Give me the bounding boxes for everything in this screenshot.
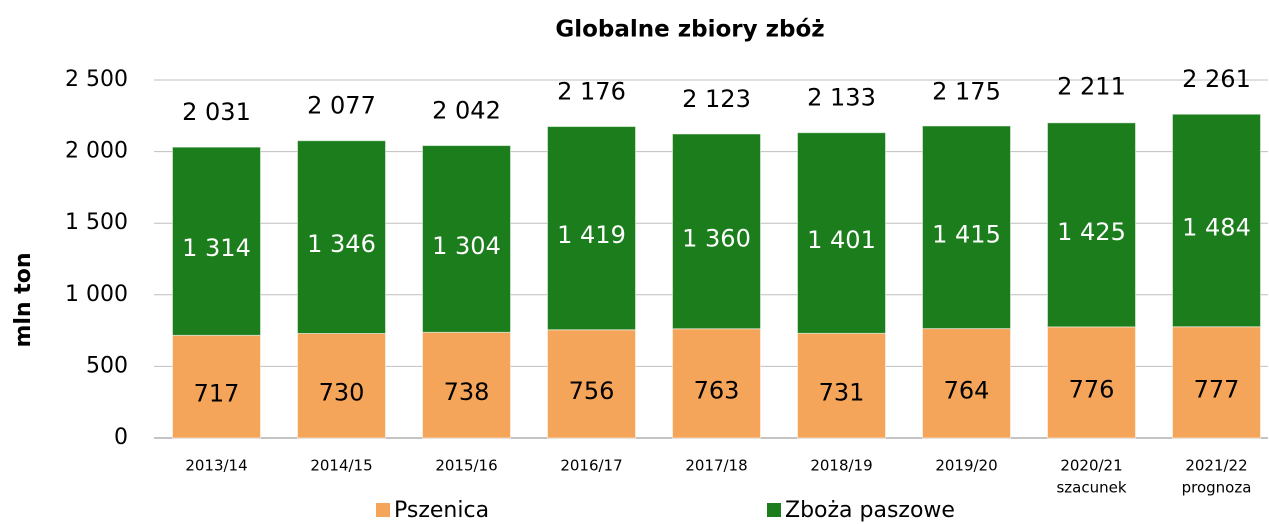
bar-segment [547, 329, 636, 439]
total-label: 2 211 [1057, 72, 1126, 100]
y-tick-label: 2 500 [65, 67, 128, 92]
bar-segment [1047, 122, 1136, 328]
x-tick-label: 2017/18 [685, 457, 747, 475]
data-label: 717 [194, 380, 240, 408]
data-label: 776 [1069, 375, 1115, 403]
bar-segment [797, 132, 886, 334]
data-label: 1 304 [432, 232, 501, 260]
data-label: 1 419 [557, 221, 626, 249]
data-label: 731 [819, 379, 865, 407]
data-label: 1 346 [307, 230, 376, 258]
x-tick-note: prognoza [1182, 479, 1252, 497]
data-label: 1 314 [182, 234, 251, 262]
bar-segment [297, 140, 386, 334]
x-tick-label: 2013/14 [185, 457, 247, 475]
bar-segment [422, 145, 511, 333]
bar-segment [172, 334, 261, 439]
bar-segment [672, 133, 761, 330]
y-axis-label: mln ton [11, 252, 36, 347]
x-tick-label: 2015/16 [435, 457, 497, 475]
bar-segment [172, 146, 261, 336]
total-label: 2 031 [182, 98, 251, 126]
bar-segment [1047, 326, 1136, 439]
legend-label: Zboża paszowe [785, 498, 955, 523]
total-label: 2 077 [307, 92, 376, 120]
data-label: 738 [444, 378, 490, 406]
data-label: 1 360 [682, 224, 751, 252]
bar-segment [672, 328, 761, 439]
bar-segment [1172, 113, 1261, 328]
x-tick-label: 2016/17 [560, 457, 622, 475]
bar-segment [547, 126, 636, 331]
total-label: 2 175 [932, 78, 1001, 106]
x-tick-label: 2018/19 [810, 457, 872, 475]
y-tick-label: 500 [86, 353, 128, 378]
y-tick-label: 1 500 [65, 210, 128, 235]
x-tick-label: 2021/22 [1185, 457, 1247, 475]
x-tick-label: 2019/20 [935, 457, 997, 475]
total-label: 2 176 [557, 77, 626, 105]
bar-segment [922, 328, 1011, 439]
data-label: 764 [944, 376, 990, 404]
data-label: 1 415 [932, 220, 1001, 248]
data-label: 1 425 [1057, 218, 1126, 246]
data-label: 777 [1194, 375, 1240, 403]
data-label: 1 484 [1182, 213, 1251, 241]
bar-segment [1172, 326, 1261, 439]
x-tick-label: 2020/21 [1060, 457, 1122, 475]
data-label: 756 [569, 377, 615, 405]
y-tick-label: 0 [114, 425, 128, 450]
total-label: 2 133 [807, 84, 876, 112]
legend-swatch [376, 503, 390, 517]
x-tick-note: szacunek [1056, 479, 1126, 497]
bar-segment [797, 332, 886, 439]
data-label: 730 [319, 379, 365, 407]
bar-segment [422, 331, 511, 439]
data-label: 763 [694, 376, 740, 404]
data-label: 1 401 [807, 226, 876, 254]
total-label: 2 123 [682, 85, 751, 113]
bar-segment [297, 332, 386, 439]
total-label: 2 261 [1182, 65, 1251, 93]
bar-segment [922, 125, 1011, 330]
x-tick-label: 2014/15 [310, 457, 372, 475]
y-tick-label: 2 000 [65, 139, 128, 164]
legend-swatch [767, 503, 781, 517]
y-tick-label: 1 000 [65, 282, 128, 307]
legend-label: Pszenica [394, 498, 489, 523]
total-label: 2 042 [432, 97, 501, 125]
chart-title: Globalne zbiory zbóż [555, 17, 824, 43]
